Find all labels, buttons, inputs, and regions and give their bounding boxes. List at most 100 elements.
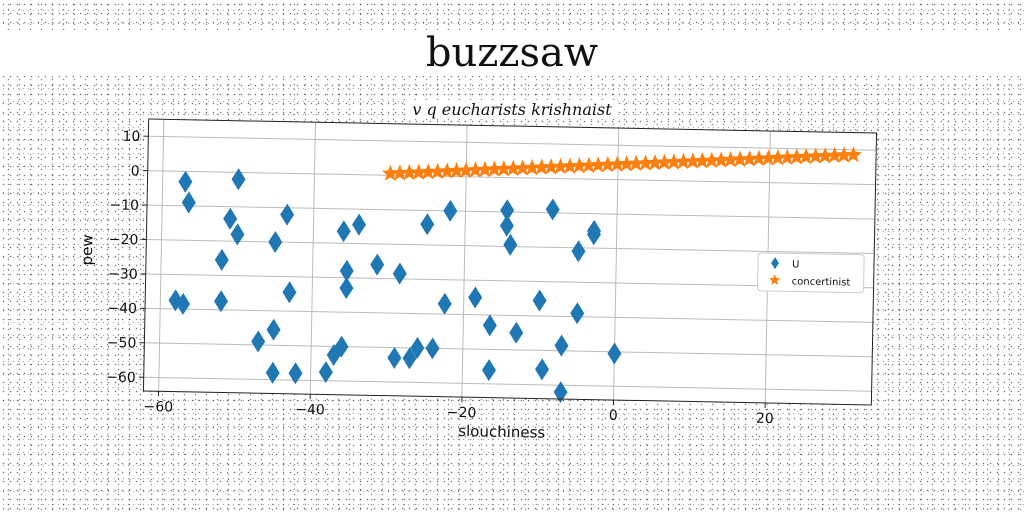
- data-point-u: [420, 213, 435, 236]
- series-u: [168, 168, 622, 404]
- data-point-u: [468, 286, 483, 309]
- data-point-concertinist: [731, 150, 749, 167]
- data-point-concertinist: [410, 163, 428, 180]
- legend-marker-u: [771, 257, 780, 270]
- data-point-concertinist: [391, 164, 409, 181]
- y-tick-label: −10: [109, 197, 139, 214]
- data-point-u: [334, 335, 349, 358]
- data-point-concertinist: [797, 147, 815, 165]
- y-grid-line: [147, 170, 876, 186]
- data-point-concertinist: [438, 162, 456, 179]
- x-tick-label: 0: [609, 408, 618, 424]
- data-point-concertinist: [618, 155, 636, 172]
- data-point-concertinist: [476, 160, 494, 178]
- data-point-concertinist: [429, 162, 447, 180]
- data-point-u: [230, 223, 245, 246]
- x-tick-label: −40: [295, 402, 325, 419]
- data-point-concertinist: [778, 148, 796, 166]
- y-grid-line: [145, 307, 873, 323]
- data-point-concertinist: [835, 146, 853, 163]
- data-point-u: [503, 233, 518, 256]
- data-point-u: [499, 214, 514, 237]
- data-point-concertinist: [703, 151, 721, 169]
- data-point-concertinist: [570, 156, 588, 174]
- y-tick-label: −60: [106, 369, 136, 386]
- data-point-concertinist: [844, 145, 862, 163]
- data-point-u: [402, 347, 417, 370]
- data-point-u: [545, 198, 560, 221]
- data-point-concertinist: [740, 150, 759, 167]
- data-point-u: [553, 381, 568, 404]
- x-tick-label: −60: [143, 399, 173, 416]
- data-point-concertinist: [599, 155, 617, 173]
- legend-label-concertinist: concertinist: [792, 276, 851, 288]
- data-point-u: [509, 321, 524, 344]
- y-tick-label: −40: [107, 301, 137, 318]
- data-point-concertinist: [750, 149, 768, 167]
- x-grid-line: [309, 122, 316, 395]
- chart-title: buzzsaw: [0, 30, 1024, 76]
- x-axis-label: slouchiness: [458, 422, 545, 442]
- data-point-concertinist: [523, 158, 541, 176]
- data-point-u: [370, 253, 385, 276]
- data-point-concertinist: [769, 149, 787, 166]
- legend-marker-concertinist: [769, 274, 781, 286]
- data-point-u: [570, 302, 585, 325]
- data-point-u: [288, 362, 303, 385]
- data-point-concertinist: [589, 156, 607, 173]
- data-point-concertinist: [514, 159, 532, 176]
- series-concertinist: [381, 145, 862, 181]
- data-point-concertinist: [655, 153, 673, 170]
- y-tick-label: 0: [131, 163, 140, 179]
- data-point-concertinist: [542, 158, 560, 175]
- data-point-u: [571, 240, 586, 263]
- data-point-concertinist: [825, 146, 844, 164]
- x-grid-line: [158, 119, 165, 392]
- data-point-concertinist: [646, 153, 664, 171]
- data-point-concertinist: [400, 163, 418, 181]
- plot-area: [143, 119, 877, 405]
- axis-ticks: −60 −40 −20 0 20 10 0 −10 −20 −30 −40 −50 −60: [106, 129, 774, 427]
- data-point-concertinist: [807, 147, 825, 164]
- data-point-concertinist: [561, 157, 579, 174]
- data-point-u: [482, 314, 497, 337]
- data-point-concertinist: [551, 157, 570, 175]
- data-point-u: [231, 168, 246, 191]
- y-grid-line: [143, 376, 872, 392]
- data-point-concertinist: [636, 154, 655, 171]
- data-point-u: [268, 230, 283, 253]
- y-tick-label: −50: [107, 335, 137, 352]
- x-tick-label: −20: [447, 405, 477, 422]
- y-tick-label: −20: [109, 232, 139, 249]
- data-point-concertinist: [712, 151, 730, 168]
- data-point-u: [265, 361, 280, 384]
- y-tick-label: 10: [122, 129, 140, 145]
- data-point-u: [392, 262, 407, 285]
- data-point-u: [251, 330, 266, 353]
- plot-frame: [142, 118, 878, 406]
- data-point-u: [214, 248, 229, 271]
- data-point-concertinist: [495, 160, 513, 177]
- data-point-u: [176, 292, 191, 315]
- data-point-u: [266, 318, 281, 341]
- data-point-u: [410, 337, 425, 360]
- data-point-u: [336, 220, 351, 243]
- data-point-concertinist: [627, 154, 645, 172]
- data-point-concertinist: [533, 158, 551, 175]
- data-point-u: [586, 223, 601, 246]
- data-point-u: [318, 361, 333, 384]
- data-point-concertinist: [466, 161, 484, 178]
- data-point-concertinist: [419, 163, 437, 180]
- data-point-u: [535, 358, 550, 381]
- y-grid-line: [144, 342, 873, 358]
- data-point-u: [181, 191, 196, 214]
- data-point-concertinist: [485, 160, 503, 177]
- data-point-concertinist: [816, 147, 834, 164]
- data-point-u: [481, 359, 496, 382]
- data-point-concertinist: [504, 159, 522, 177]
- data-point-concertinist: [447, 161, 466, 179]
- data-point-u: [223, 207, 238, 230]
- x-tick-label: 20: [756, 411, 774, 427]
- data-point-concertinist: [788, 148, 806, 165]
